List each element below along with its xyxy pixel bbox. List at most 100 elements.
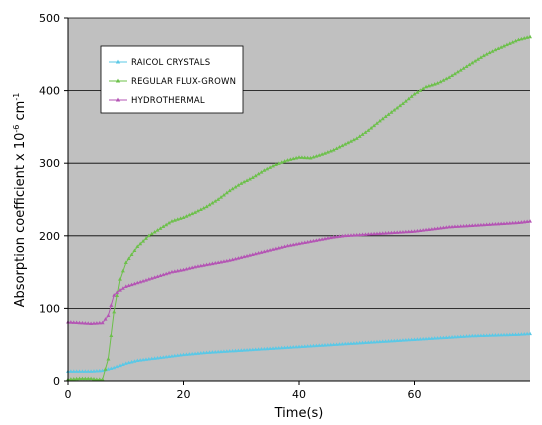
data-point [395, 230, 400, 234]
data-point [441, 225, 446, 230]
data-point [374, 339, 379, 344]
data-point [392, 338, 397, 343]
data-point [481, 222, 486, 227]
data-point [363, 340, 368, 345]
data-point [325, 236, 330, 240]
data-point [334, 342, 339, 346]
data-point [155, 355, 160, 360]
data-point [504, 42, 509, 47]
data-point [195, 351, 200, 355]
data-point [172, 218, 177, 222]
data-point [308, 343, 313, 348]
data-point [403, 229, 408, 234]
data-point [224, 258, 229, 263]
data-point [447, 335, 452, 339]
data-point [383, 339, 388, 343]
data-point [245, 347, 250, 352]
data-point [288, 243, 293, 247]
series-hydrothermal [66, 219, 532, 325]
data-point [490, 49, 495, 53]
data-point [97, 368, 102, 373]
data-point [77, 369, 82, 373]
data-point [68, 369, 73, 373]
data-point [351, 233, 356, 237]
data-point [294, 344, 299, 349]
data-point [207, 262, 212, 266]
data-point [464, 334, 469, 338]
data-point [164, 354, 169, 359]
data-point [236, 256, 241, 260]
data-point [94, 377, 99, 381]
data-point [169, 354, 174, 358]
data-point [426, 83, 431, 88]
data-point [161, 355, 166, 359]
x-tick-label: 0 [65, 388, 72, 401]
data-point [247, 176, 252, 181]
data-point [268, 165, 273, 169]
data-point [424, 227, 429, 232]
data-point [204, 262, 209, 267]
data-point [169, 219, 174, 223]
legend-label: RAICOL CRYSTALS [131, 58, 210, 68]
data-point [195, 208, 200, 213]
legend: RAICOL CRYSTALS REGULAR FLUX-GROWN HYDROTH… [100, 45, 244, 114]
data-point [106, 357, 111, 361]
data-point [334, 234, 339, 239]
data-point [383, 114, 388, 119]
data-point [279, 345, 284, 350]
data-point [478, 222, 483, 227]
data-point [377, 339, 382, 344]
data-point [435, 81, 440, 85]
data-point [380, 116, 385, 121]
data-point [175, 217, 180, 221]
data-point [216, 260, 221, 264]
data-point [337, 234, 342, 238]
data-point [172, 269, 177, 273]
data-point [233, 184, 238, 189]
legend-marker [115, 97, 121, 102]
data-point [510, 332, 515, 337]
data-point [470, 223, 475, 227]
data-point [516, 332, 521, 336]
data-point [444, 76, 449, 81]
data-point [294, 242, 299, 246]
y-axis-title-exp2: -1 [12, 93, 21, 101]
data-point [499, 221, 504, 226]
data-point [253, 173, 258, 178]
data-point [247, 347, 252, 352]
data-point [112, 309, 117, 314]
data-point [80, 376, 85, 381]
data-point [129, 252, 134, 256]
data-point [207, 350, 212, 354]
data-point [239, 181, 244, 185]
data-point [259, 250, 264, 254]
data-point [487, 333, 492, 337]
data-point [343, 233, 348, 238]
data-point [357, 340, 362, 345]
data-point [265, 248, 270, 253]
data-point [519, 220, 524, 224]
data-point [481, 333, 486, 337]
data-point [181, 267, 186, 272]
data-point [89, 321, 94, 325]
x-axis-title: Time(s) [274, 406, 324, 421]
data-point [354, 341, 359, 345]
data-point [490, 333, 495, 337]
data-point [351, 137, 356, 142]
data-point [478, 333, 483, 338]
data-point [273, 346, 278, 350]
data-point [406, 337, 411, 342]
data-point [135, 244, 140, 249]
data-point [357, 134, 362, 138]
data-point [493, 47, 498, 52]
data-point [100, 368, 105, 373]
data-point [432, 226, 437, 231]
data-point [224, 349, 229, 353]
data-point [74, 369, 79, 373]
data-point [132, 281, 137, 286]
data-point [461, 223, 466, 228]
data-point [262, 249, 267, 254]
data-point [106, 367, 111, 371]
data-point [507, 41, 512, 45]
data-point [117, 363, 122, 368]
